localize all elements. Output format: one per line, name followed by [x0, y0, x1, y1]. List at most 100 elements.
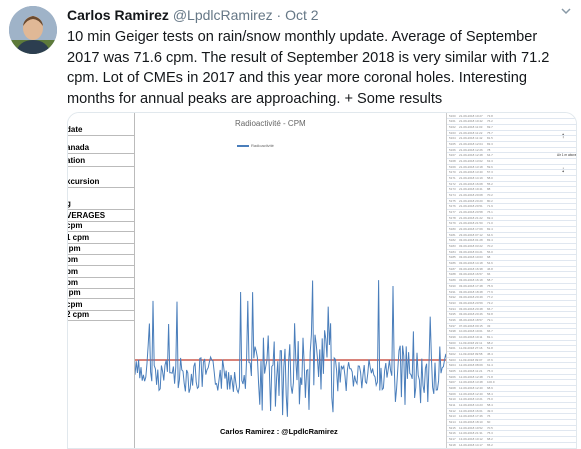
legend-swatch — [237, 144, 249, 147]
header-separator: · — [276, 7, 282, 23]
table-cell: 21-09-2018 21:50 — [459, 221, 483, 226]
grid-line — [68, 135, 134, 136]
table-row — [447, 328, 576, 330]
table-cell: 69.7 — [487, 124, 493, 129]
table-cell: 58.0 — [487, 175, 493, 180]
table-row — [447, 169, 576, 171]
table-cell: 5186 — [449, 261, 456, 266]
chart-title: Radioactivité - CPM — [235, 119, 306, 128]
table-cell: 5194 — [449, 306, 456, 311]
table-cell: 21-09-2018 12:48 — [459, 153, 483, 158]
author-name[interactable]: Carlos Ramirez — [67, 7, 169, 23]
grid-line — [68, 310, 134, 311]
table-cell: 55.2 — [487, 181, 493, 186]
table-cell: 21-09-2018 10:42 — [459, 119, 483, 124]
table-cell: 5164 — [449, 136, 456, 141]
table-cell: 63.3 — [487, 158, 493, 163]
left-label-14: 2 cpm — [67, 310, 90, 319]
table-cell: 21-09-2018 10:27 — [459, 113, 483, 118]
table-row — [447, 129, 576, 131]
table-cell: 21-09-2018 12:04 — [459, 141, 483, 146]
grid-line — [68, 265, 134, 266]
table-cell: 5175 — [449, 198, 456, 203]
left-label-3: xcursion — [67, 177, 100, 186]
table-cell: 75.3 — [487, 369, 493, 373]
table-cell: 5200 — [449, 340, 456, 345]
radioactivity-chart: Radioactivité - CPM Radioactivité Carlos… — [134, 113, 447, 448]
table-cell: 5182 — [449, 238, 456, 243]
table-cell: 68.2 — [487, 437, 493, 442]
table-cell: 69.4 — [487, 215, 493, 220]
table-cell: 5162 — [449, 124, 456, 129]
table-cell: 75.7 — [487, 130, 493, 135]
table-cell: 73.8 — [487, 113, 493, 118]
table-cell: 23-09-2018 07:12 — [459, 232, 483, 237]
table-cell: 21-09-2018 20:20 — [459, 198, 483, 203]
legend-label: Radioactivité — [251, 143, 274, 148]
table-cell: 83.3 — [487, 141, 493, 146]
table-cell: 75.3 — [487, 431, 493, 436]
table-cell: 03-09-2018 20:46 — [459, 312, 483, 317]
table-row — [447, 368, 576, 369]
table-row — [447, 282, 576, 284]
table-row — [447, 237, 576, 239]
table-cell: 5209 — [449, 391, 456, 396]
table-row — [447, 294, 576, 296]
table-cell: 5171 — [449, 175, 456, 180]
table-row — [447, 186, 576, 188]
table-cell: 5170 — [449, 170, 456, 175]
grid-line — [68, 298, 134, 299]
table-cell: 66.7 — [487, 306, 493, 311]
table-row — [447, 226, 576, 228]
table-cell: 81.1 — [487, 334, 493, 339]
avatar[interactable] — [9, 6, 57, 54]
table-cell: 21-09-2018 11:22 — [459, 130, 483, 135]
table-cell: 66.7 — [487, 329, 493, 334]
chart-legend: Radioactivité — [237, 143, 274, 148]
table-row — [447, 362, 576, 364]
table-cell: 71.9 — [487, 204, 493, 209]
table-cell: 71.0 — [487, 221, 493, 226]
table-cell: 5215 — [449, 425, 456, 430]
table-cell: 03-09-2018 20:59 — [459, 300, 483, 305]
table-cell: 58.7 — [487, 278, 493, 283]
tweet-date[interactable]: Oct 2 — [285, 7, 319, 23]
table-cell: 21-09-2018 20:08 — [459, 192, 483, 197]
table-cell: 77.9 — [487, 289, 493, 294]
table-cell: 5174 — [449, 192, 456, 197]
table-cell: 5190 — [449, 283, 456, 288]
grid-line — [68, 187, 134, 188]
table-cell: 5216 — [449, 431, 456, 436]
left-label-10: pm — [67, 267, 78, 276]
table-cell: 70.2 — [487, 192, 493, 197]
table-row — [447, 214, 576, 216]
table-cell: 03-09-2018 16:18 — [459, 278, 483, 283]
table-cell: 11-09-2018 09:07 — [459, 357, 483, 362]
table-row — [447, 373, 576, 375]
table-cell: 5184 — [449, 249, 456, 254]
table-cell: 73.2 — [487, 300, 493, 305]
table-cell: 5213 — [449, 414, 456, 419]
table-cell: 68 — [487, 255, 491, 260]
left-label-6: cpm — [67, 221, 83, 230]
table-cell: 12-09-2018 12:48 — [459, 374, 483, 379]
author-handle[interactable]: @LpdlcRamirez — [172, 7, 273, 23]
chevron-down-icon[interactable] — [559, 5, 573, 19]
table-cell: 03-09-2018 20:49 — [459, 295, 483, 300]
table-cell: 5185 — [449, 255, 456, 260]
left-label-12: :pm — [67, 288, 81, 297]
cpm-series-line — [135, 280, 447, 417]
table-cell: 54.6 — [487, 261, 493, 266]
left-label-2: ation — [67, 156, 86, 165]
table-cell: 83.4 — [487, 238, 493, 243]
table-row — [447, 271, 576, 273]
table-cell: 76.2 — [487, 119, 493, 124]
table-cell: 03-09-2018 17:48 — [459, 283, 483, 288]
table-cell: 03-09-2018 16:38 — [459, 266, 483, 271]
table-cell: 11-09-2018 22:11 — [459, 340, 483, 345]
table-cell: 5168 — [449, 158, 456, 163]
tweet-media-image[interactable]: dateanadaationxcursiongVERAGEScpm1 cpm:p… — [67, 112, 577, 449]
table-row — [447, 419, 576, 421]
table-row — [447, 385, 576, 387]
